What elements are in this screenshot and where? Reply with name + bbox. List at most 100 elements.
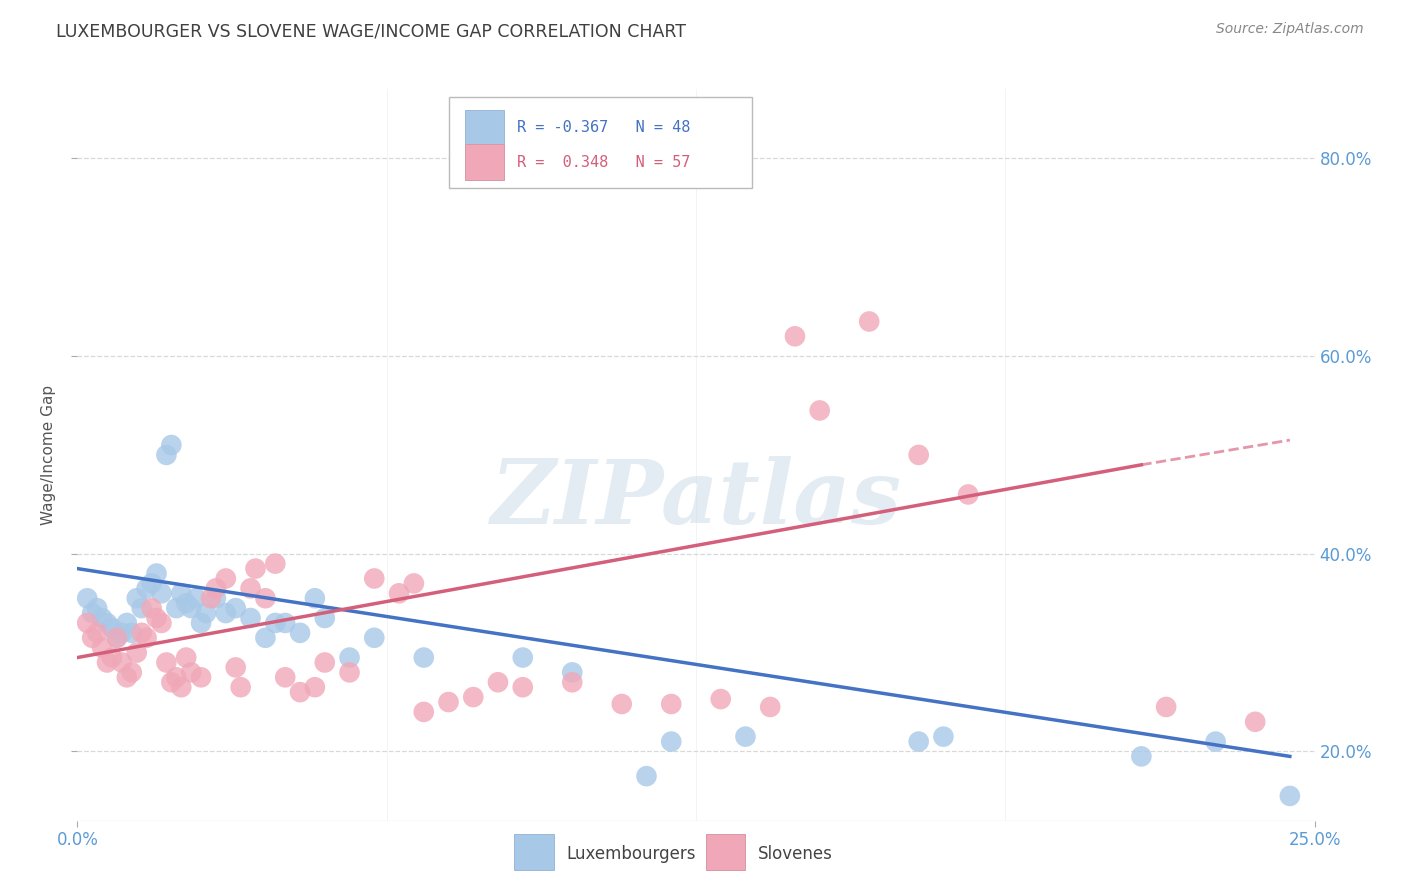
FancyBboxPatch shape <box>449 96 752 188</box>
Point <box>205 582 228 596</box>
Point <box>264 557 287 571</box>
Point <box>412 650 434 665</box>
Point <box>734 730 756 744</box>
Point <box>245 561 267 575</box>
Point <box>463 690 485 704</box>
Point <box>121 625 143 640</box>
Point <box>254 591 277 606</box>
Point <box>160 675 183 690</box>
Point <box>304 591 326 606</box>
Point <box>759 700 782 714</box>
Point <box>314 656 336 670</box>
Point <box>174 596 197 610</box>
Point <box>1205 734 1227 748</box>
Point <box>86 601 108 615</box>
Point <box>610 697 633 711</box>
Point <box>274 615 297 630</box>
Point <box>412 705 434 719</box>
Point <box>225 660 247 674</box>
Point <box>195 606 218 620</box>
Point <box>115 615 138 630</box>
Point <box>200 591 222 606</box>
Point <box>783 329 806 343</box>
Point <box>808 403 831 417</box>
Point <box>561 665 583 680</box>
Y-axis label: Wage/Income Gap: Wage/Income Gap <box>41 384 56 525</box>
Text: LUXEMBOURGER VS SLOVENE WAGE/INCOME GAP CORRELATION CHART: LUXEMBOURGER VS SLOVENE WAGE/INCOME GAP … <box>56 22 686 40</box>
Point <box>636 769 658 783</box>
Point <box>165 670 187 684</box>
Point <box>288 625 311 640</box>
Point <box>160 438 183 452</box>
Point <box>170 586 193 600</box>
Point <box>363 631 385 645</box>
Point <box>131 625 153 640</box>
Point <box>561 675 583 690</box>
Point <box>402 576 425 591</box>
Point <box>437 695 460 709</box>
Point <box>165 601 187 615</box>
Point <box>184 591 207 606</box>
Point <box>239 582 262 596</box>
Point <box>512 650 534 665</box>
Point <box>907 448 929 462</box>
Text: Source: ZipAtlas.com: Source: ZipAtlas.com <box>1216 22 1364 37</box>
Point <box>155 448 177 462</box>
Point <box>105 631 128 645</box>
Point <box>115 670 138 684</box>
Point <box>239 611 262 625</box>
Point <box>105 631 128 645</box>
Point <box>125 646 148 660</box>
Point <box>91 640 114 655</box>
Point <box>101 650 124 665</box>
FancyBboxPatch shape <box>464 110 505 146</box>
Text: Luxembourgers: Luxembourgers <box>567 845 696 863</box>
Point <box>101 621 124 635</box>
Point <box>254 631 277 645</box>
Point <box>91 611 114 625</box>
Point <box>141 601 163 615</box>
Point <box>121 665 143 680</box>
Point <box>659 697 682 711</box>
Point <box>314 611 336 625</box>
Point <box>339 650 361 665</box>
Point <box>82 631 104 645</box>
Point <box>215 572 238 586</box>
Point <box>304 680 326 694</box>
Point <box>1278 789 1301 803</box>
Point <box>512 680 534 694</box>
Point <box>135 582 157 596</box>
Point <box>1244 714 1267 729</box>
Point <box>229 680 252 694</box>
FancyBboxPatch shape <box>464 145 505 180</box>
Point <box>135 631 157 645</box>
Text: ZIPatlas: ZIPatlas <box>491 456 901 542</box>
Point <box>155 656 177 670</box>
Point <box>111 625 134 640</box>
Point <box>1154 700 1177 714</box>
Point <box>111 656 134 670</box>
Point <box>180 665 202 680</box>
Point <box>145 611 167 625</box>
Point <box>96 615 118 630</box>
FancyBboxPatch shape <box>706 834 745 870</box>
Text: R =  0.348   N = 57: R = 0.348 N = 57 <box>516 155 690 169</box>
Point <box>150 586 173 600</box>
Point <box>264 615 287 630</box>
Point <box>180 601 202 615</box>
Point <box>659 734 682 748</box>
Point <box>339 665 361 680</box>
Point <box>82 606 104 620</box>
Point <box>76 591 98 606</box>
Point <box>957 487 980 501</box>
Point <box>170 680 193 694</box>
Point <box>190 615 212 630</box>
Point <box>388 586 411 600</box>
Point <box>1130 749 1153 764</box>
Point <box>932 730 955 744</box>
Point <box>150 615 173 630</box>
Point <box>86 625 108 640</box>
Point <box>145 566 167 581</box>
Point <box>274 670 297 684</box>
Point <box>76 615 98 630</box>
